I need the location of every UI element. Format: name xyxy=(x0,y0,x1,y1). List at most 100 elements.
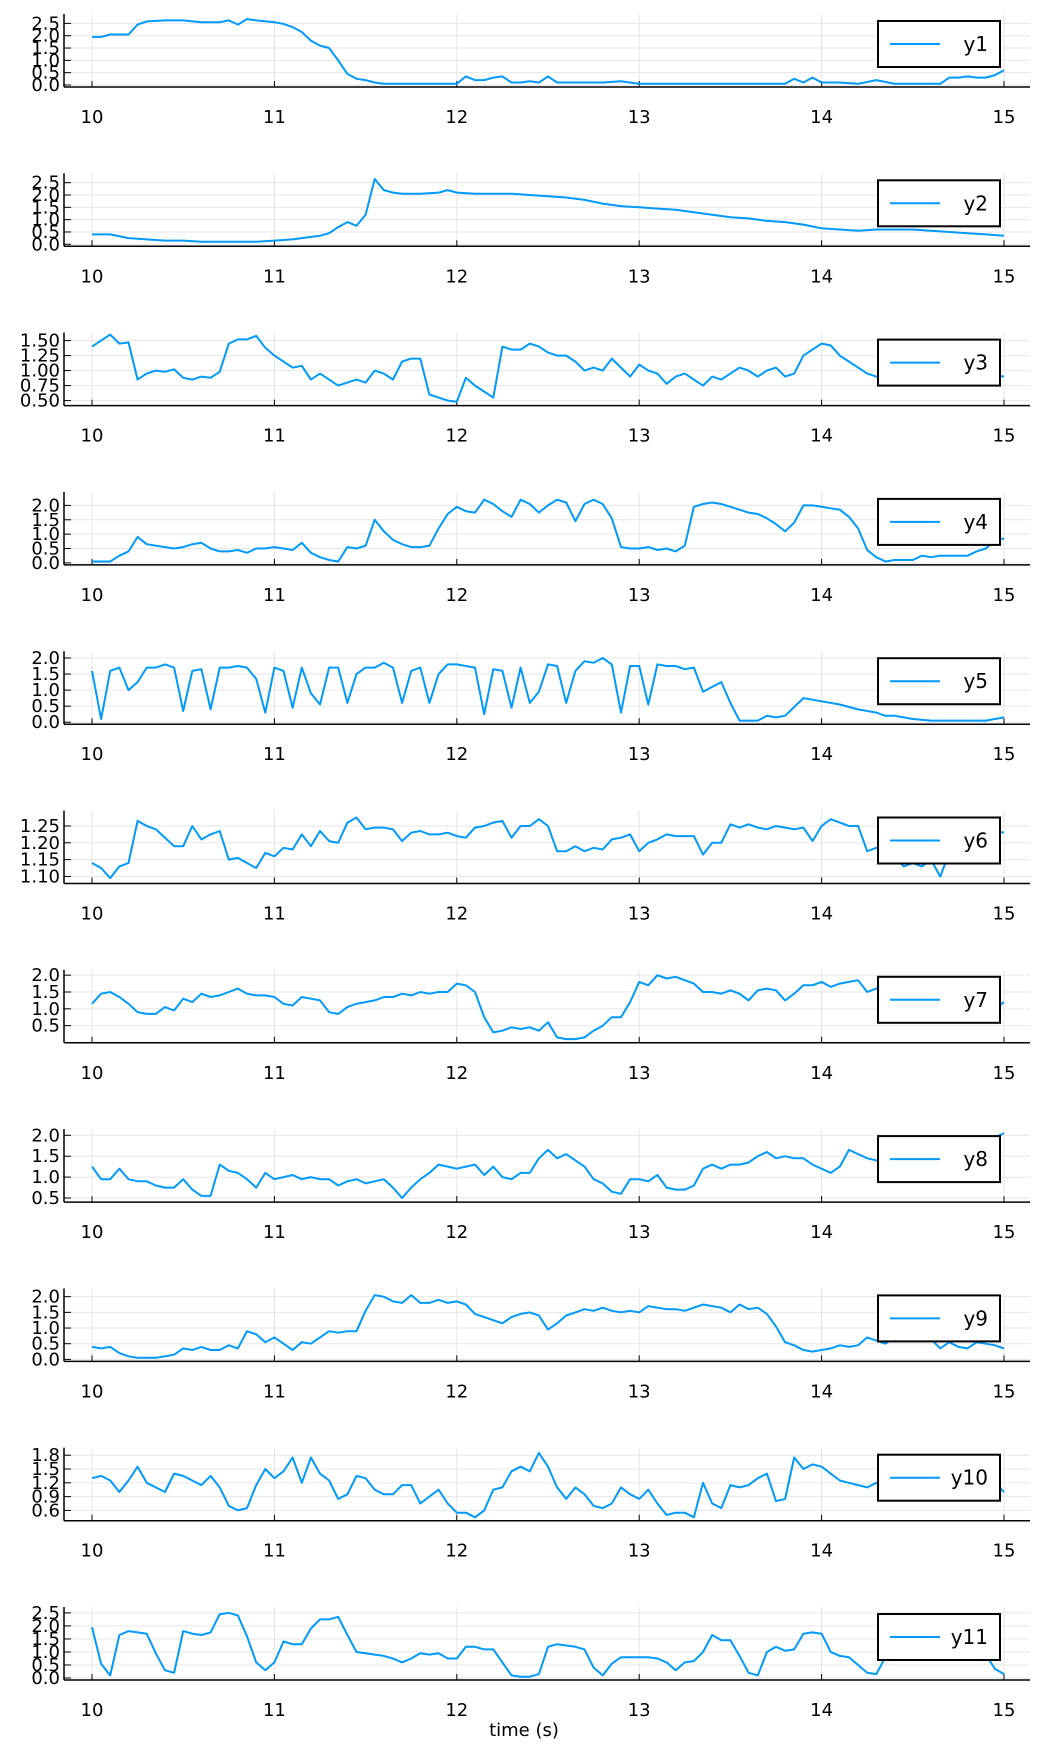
y-tick-label: 1.25 xyxy=(20,346,60,367)
x-tick-label: 11 xyxy=(263,1063,286,1084)
x-tick-label: 13 xyxy=(628,744,651,765)
series-line-y9 xyxy=(91,1294,1005,1359)
series-line-y8 xyxy=(91,1132,1005,1199)
y-tick-label: 0.0 xyxy=(31,1349,60,1370)
subplot-y6: 1.101.151.201.25 10 11 12 13 14 15 y6 xyxy=(20,810,1030,925)
x-tick-label: 12 xyxy=(445,1222,468,1243)
y-tick-label: 2.0 xyxy=(31,1287,60,1308)
y-tick-label: 2.0 xyxy=(31,965,60,986)
x-tick-label: 13 xyxy=(628,266,651,287)
y-tick-label: 0.5 xyxy=(31,222,60,243)
x-tick-label: 10 xyxy=(81,1700,104,1721)
x-tick-label: 11 xyxy=(263,1541,286,1562)
y-tick-label: 1.00 xyxy=(20,361,60,382)
y-tick-label: 1.5 xyxy=(31,1302,60,1323)
subplot-y7: 0.51.01.52.0 10 11 12 13 14 15 y7 xyxy=(31,965,1030,1084)
y-tick-label: 1.5 xyxy=(31,982,60,1003)
x-tick-label: 15 xyxy=(993,904,1016,925)
y-tick-label: 1.5 xyxy=(31,197,60,218)
x-tick-label: 10 xyxy=(81,1541,104,1562)
y-tick-label: 1.5 xyxy=(31,1459,60,1480)
legend-label: y3 xyxy=(963,351,988,375)
x-tick-label: 10 xyxy=(81,426,104,447)
y-tick-label: 0.5 xyxy=(31,1188,60,1209)
legend-label: y6 xyxy=(963,829,988,853)
x-tick-label: 11 xyxy=(263,266,286,287)
x-tick-label: 13 xyxy=(628,1381,651,1402)
y-tick-label: 1.0 xyxy=(31,999,60,1020)
legend-label: y5 xyxy=(963,669,988,693)
x-tick-label: 13 xyxy=(628,1700,651,1721)
y-tick-label: 0.0 xyxy=(31,75,60,96)
x-tick-label: 11 xyxy=(263,107,286,128)
y-tick-label: 1.5 xyxy=(31,510,60,531)
y-tick-label: 0.5 xyxy=(31,1334,60,1355)
y-tick-label: 1.5 xyxy=(31,664,60,685)
y-tick-label: 2.0 xyxy=(31,185,60,206)
y-tick-label: 2.5 xyxy=(31,13,60,34)
subplot-y11: 0.00.51.01.52.02.5 10 11 12 13 14 15 y11 xyxy=(31,1603,1030,1721)
x-tick-label: 10 xyxy=(81,1381,104,1402)
subplot-y2: 0.00.51.01.52.02.5 10 11 12 13 14 15 y2 xyxy=(31,173,1030,287)
y-tick-label: 2.0 xyxy=(31,495,60,516)
y-tick-label: 2.0 xyxy=(31,1616,60,1637)
series-line-y10 xyxy=(91,1451,1005,1519)
series-line-y1 xyxy=(92,18,1005,85)
x-tick-label: 11 xyxy=(263,1700,286,1721)
y-tick-label: 1.0 xyxy=(31,1642,60,1663)
x-tick-label: 14 xyxy=(810,585,833,606)
y-tick-label: 1.0 xyxy=(31,210,60,231)
y-tick-label: 1.2 xyxy=(31,1473,60,1494)
series-line-y7 xyxy=(91,974,1005,1041)
subplot-y4: 0.00.51.01.52.0 10 11 12 13 14 15 y4 xyxy=(31,491,1030,606)
x-tick-label: 10 xyxy=(81,904,104,925)
legend-label: y7 xyxy=(963,988,988,1012)
y-tick-label: 0.0 xyxy=(31,553,60,574)
y-tick-label: 1.15 xyxy=(20,850,60,871)
y-tick-label: 0.9 xyxy=(31,1487,60,1508)
x-tick-label: 10 xyxy=(81,744,104,765)
x-tick-label: 12 xyxy=(445,585,468,606)
x-tick-label: 12 xyxy=(445,744,468,765)
x-tick-label: 15 xyxy=(993,426,1016,447)
y-tick-label: 0.5 xyxy=(31,1016,60,1037)
x-tick-label: 15 xyxy=(993,1381,1016,1402)
x-tick-label: 12 xyxy=(445,426,468,447)
subplot-y9: 0.00.51.01.52.0 10 11 12 13 14 15 y9 xyxy=(31,1287,1030,1402)
x-tick-label: 12 xyxy=(445,107,468,128)
y-tick-label: 1.0 xyxy=(31,1167,60,1188)
x-tick-label: 14 xyxy=(810,107,833,128)
y-tick-label: 0.6 xyxy=(31,1500,60,1521)
x-tick-label: 12 xyxy=(445,1063,468,1084)
x-tick-label: 14 xyxy=(810,904,833,925)
x-tick-label: 15 xyxy=(993,1222,1016,1243)
y-tick-label: 0.0 xyxy=(31,234,60,255)
y-tick-label: 1.50 xyxy=(20,331,60,352)
series-line-y6 xyxy=(91,816,1005,880)
y-tick-label: 0.0 xyxy=(31,712,60,733)
subplot-y3: 0.500.751.001.251.50 10 11 12 13 14 15 y3 xyxy=(20,331,1030,447)
x-tick-label: 14 xyxy=(810,1700,833,1721)
y-tick-label: 0.5 xyxy=(31,63,60,84)
x-tick-label: 11 xyxy=(263,585,286,606)
y-tick-label: 1.20 xyxy=(20,833,60,854)
y-tick-label: 0.0 xyxy=(31,1668,60,1689)
x-tick-label: 13 xyxy=(628,904,651,925)
x-tick-label: 12 xyxy=(445,904,468,925)
y-tick-label: 0.5 xyxy=(31,1655,60,1676)
x-tick-label: 10 xyxy=(81,1222,104,1243)
y-tick-label: 1.5 xyxy=(31,38,60,59)
y-tick-label: 2.5 xyxy=(31,173,60,194)
y-tick-label: 1.0 xyxy=(31,680,60,701)
y-tick-label: 0.5 xyxy=(31,539,60,560)
y-tick-label: 2.0 xyxy=(31,1125,60,1146)
x-tick-label: 13 xyxy=(628,1222,651,1243)
y-tick-label: 1.10 xyxy=(20,866,60,887)
x-tick-label: 13 xyxy=(628,107,651,128)
x-tick-label: 14 xyxy=(810,744,833,765)
x-axis-label: time (s) xyxy=(489,1720,559,1741)
x-tick-label: 12 xyxy=(445,1541,468,1562)
x-tick-label: 14 xyxy=(810,426,833,447)
